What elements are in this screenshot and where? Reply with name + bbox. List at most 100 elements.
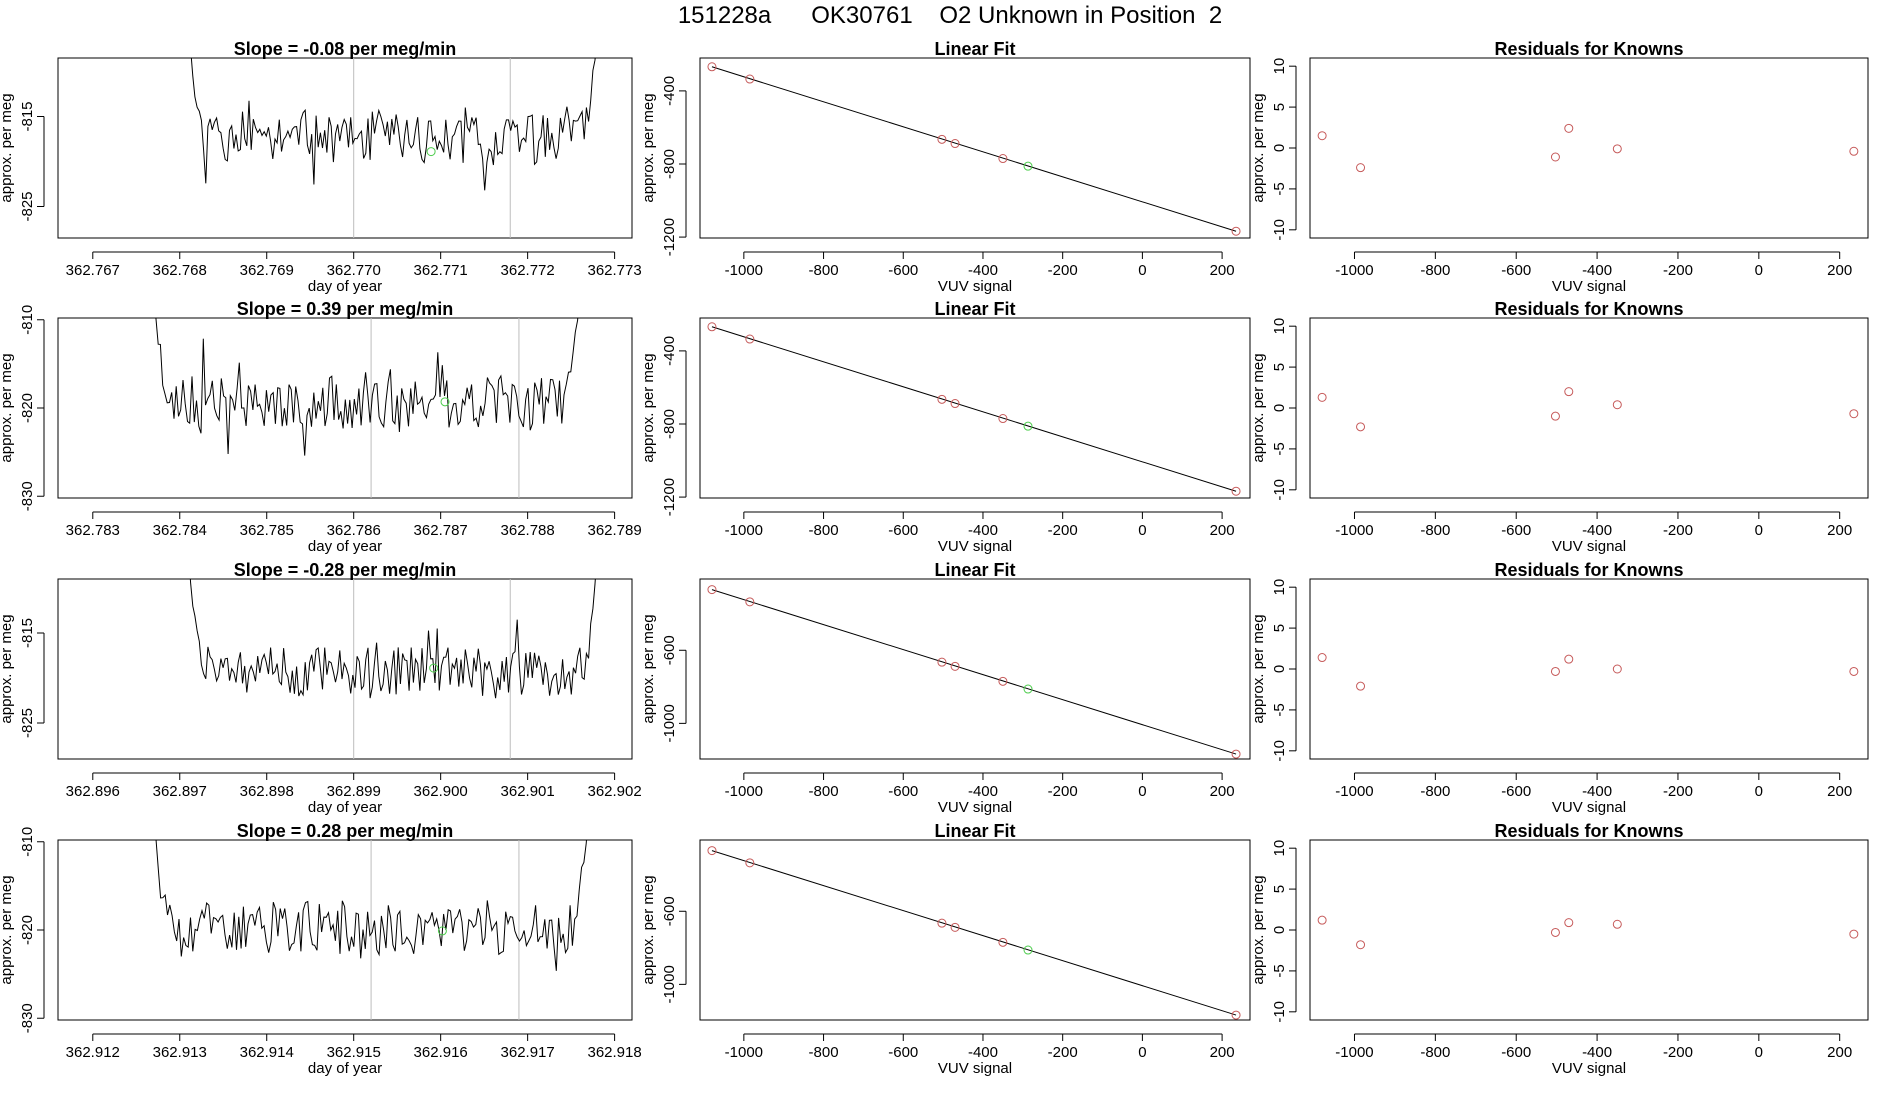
x-tick-label: -400 bbox=[968, 1044, 998, 1061]
residual-point bbox=[1564, 918, 1574, 928]
plot-frame bbox=[1309, 57, 1869, 239]
figure-title: 151228a OK30761 O2 Unknown in Position 2 bbox=[677, 2, 1223, 29]
y-axis-label: approx. per meg bbox=[640, 614, 657, 723]
plot-data bbox=[707, 322, 1241, 496]
residual-point bbox=[1550, 411, 1560, 421]
known-point bbox=[950, 661, 960, 671]
x-tick-label: -600 bbox=[1501, 783, 1531, 800]
x-axis-label: VUV signal bbox=[938, 278, 1012, 295]
signal-line bbox=[189, 579, 596, 699]
plot-frame bbox=[1309, 317, 1869, 499]
known-point bbox=[1231, 1010, 1241, 1020]
unknown-point bbox=[1023, 684, 1033, 694]
y-tick-label: 10 bbox=[1271, 579, 1288, 596]
x-tick-label: -800 bbox=[1420, 262, 1450, 279]
x-tick-label: -200 bbox=[1048, 522, 1078, 539]
y-tick-label: 0 bbox=[1271, 665, 1288, 673]
x-tick-label: 362.770 bbox=[327, 262, 381, 279]
y-tick-label: -400 bbox=[661, 336, 678, 366]
unknown-mean-point bbox=[426, 147, 436, 157]
known-point bbox=[937, 657, 947, 667]
known-point bbox=[1231, 749, 1241, 759]
x-tick-label: 362.917 bbox=[501, 1044, 555, 1061]
plot-frame bbox=[57, 57, 633, 239]
x-tick-label: -800 bbox=[809, 262, 839, 279]
y-axis-label: approx. per meg bbox=[1250, 614, 1267, 723]
y-tick-label: -825 bbox=[19, 191, 36, 221]
x-tick-label: 200 bbox=[1827, 522, 1852, 539]
fit-line bbox=[711, 850, 1237, 1016]
residual-point bbox=[1612, 144, 1622, 154]
plot-data bbox=[707, 62, 1241, 236]
y-tick-label: -815 bbox=[19, 618, 36, 648]
x-tick-label: 200 bbox=[1210, 1044, 1235, 1061]
residual-point bbox=[1564, 654, 1574, 664]
panel-linear-fit-row-3: Linear Fit -1000 -800 -600 -400 -200 0 200 VUV s… bbox=[640, 560, 1251, 816]
x-tick-label: 0 bbox=[1755, 1044, 1763, 1061]
x-tick-label: -200 bbox=[1048, 1044, 1078, 1061]
known-point bbox=[950, 922, 960, 932]
x-tick-label: -200 bbox=[1048, 783, 1078, 800]
x-tick-label: -200 bbox=[1048, 262, 1078, 279]
x-tick-label: 362.788 bbox=[501, 522, 555, 539]
x-tick-label: 362.900 bbox=[414, 783, 468, 800]
residual-point bbox=[1550, 927, 1560, 937]
y-tick-label: -600 bbox=[661, 635, 678, 665]
panel-residuals-row-3: Residuals for Knowns-1000 -800 -600 -400 -20… bbox=[1250, 560, 1869, 816]
plot-data bbox=[707, 585, 1241, 759]
y-axis-label: approx. per meg bbox=[0, 353, 15, 462]
residual-point bbox=[1356, 940, 1366, 950]
x-tick-label: -1000 bbox=[725, 1044, 763, 1061]
x-axis-label: VUV signal bbox=[1552, 538, 1626, 555]
y-tick-label: -1000 bbox=[661, 965, 678, 1003]
y-axis-label: approx. per meg bbox=[1250, 875, 1267, 984]
x-tick-label: 362.771 bbox=[414, 262, 468, 279]
x-tick-label: -400 bbox=[1582, 1044, 1612, 1061]
x-tick-label: 200 bbox=[1210, 262, 1235, 279]
y-tick-label: 10 bbox=[1271, 840, 1288, 857]
fit-line bbox=[711, 589, 1237, 755]
panel-time-series-row-1: Slope = -0.08 per meg/min 362.767 362.768 3… bbox=[0, 39, 642, 295]
signal-line bbox=[190, 58, 596, 191]
y-axis-label: approx. per meg bbox=[1250, 93, 1267, 202]
panel-time-series-row-4: Slope = 0.28 per meg/min 362.912 362.913 36… bbox=[0, 821, 642, 1077]
x-tick-label: -200 bbox=[1663, 1044, 1693, 1061]
x-axis-label: VUV signal bbox=[938, 538, 1012, 555]
y-tick-label: -5 bbox=[1271, 703, 1288, 716]
plot-data bbox=[707, 846, 1241, 1020]
residual-point bbox=[1612, 919, 1622, 929]
x-tick-label: -600 bbox=[1501, 1044, 1531, 1061]
y-tick-label: -600 bbox=[661, 896, 678, 926]
y-axis-label: approx. per meg bbox=[1250, 353, 1267, 462]
x-tick-label: 362.773 bbox=[587, 262, 641, 279]
known-point bbox=[937, 394, 947, 404]
plot-title: Linear Fit bbox=[934, 821, 1015, 841]
x-tick-label: 362.896 bbox=[66, 783, 120, 800]
x-tick-label: -200 bbox=[1663, 262, 1693, 279]
x-tick-label: -800 bbox=[809, 522, 839, 539]
known-point bbox=[1231, 486, 1241, 496]
y-tick-label: -810 bbox=[19, 305, 36, 335]
y-tick-label: -1000 bbox=[661, 704, 678, 742]
residual-point bbox=[1317, 131, 1327, 141]
y-tick-label: -830 bbox=[19, 1003, 36, 1033]
y-tick-label: -825 bbox=[19, 708, 36, 738]
x-tick-label: 362.784 bbox=[153, 522, 207, 539]
y-axis-label: approx. per meg bbox=[0, 875, 15, 984]
x-tick-label: -400 bbox=[1582, 522, 1612, 539]
x-tick-label: -200 bbox=[1663, 783, 1693, 800]
plot-data bbox=[190, 58, 596, 238]
known-point bbox=[745, 597, 755, 607]
panel-time-series-row-2: Slope = 0.39 per meg/min 362.783 362.784 36… bbox=[0, 299, 642, 555]
x-tick-label: 0 bbox=[1138, 1044, 1146, 1061]
x-axis-label: VUV signal bbox=[1552, 278, 1626, 295]
x-tick-label: -1000 bbox=[1335, 522, 1373, 539]
x-tick-label: 362.899 bbox=[327, 783, 381, 800]
x-tick-label: 200 bbox=[1827, 783, 1852, 800]
x-tick-label: 362.914 bbox=[240, 1044, 294, 1061]
known-point bbox=[998, 154, 1008, 164]
known-point bbox=[998, 414, 1008, 424]
x-tick-label: 362.789 bbox=[587, 522, 641, 539]
x-tick-label: -400 bbox=[968, 522, 998, 539]
y-tick-label: -815 bbox=[19, 101, 36, 131]
